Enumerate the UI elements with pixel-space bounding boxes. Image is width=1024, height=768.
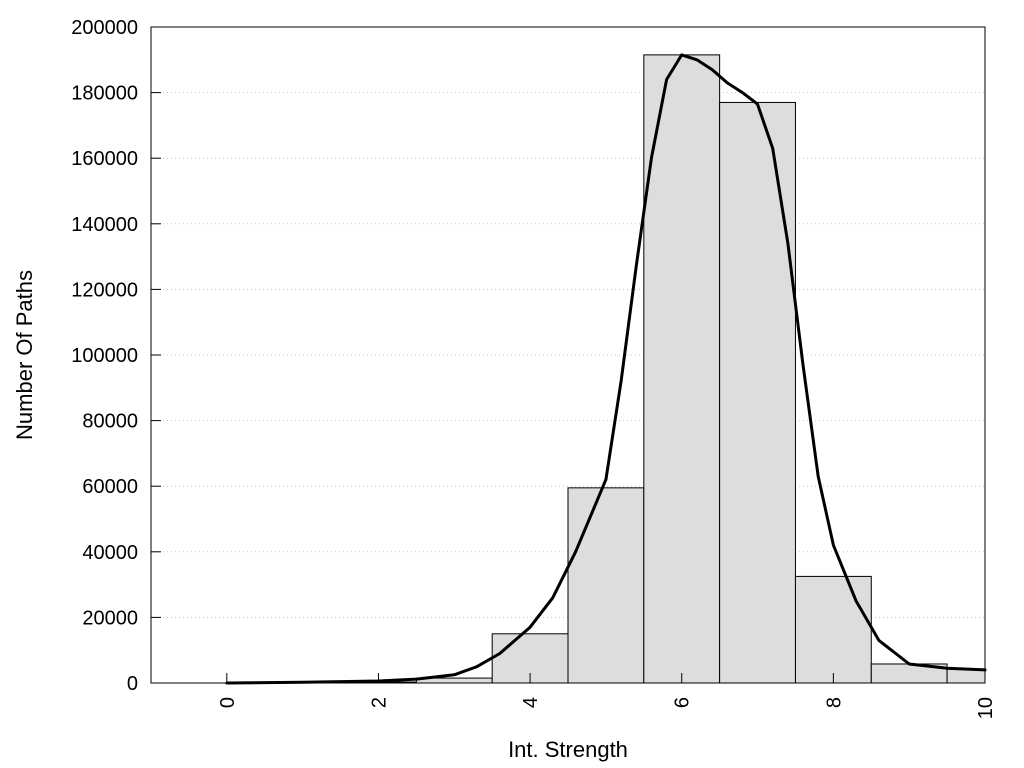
y-tick-label: 140000 <box>71 214 138 236</box>
x-tick-label: 4 <box>520 697 542 708</box>
x-tick-label: 10 <box>975 697 997 719</box>
histogram-bar <box>794 575 872 684</box>
x-tick-label: 0 <box>217 697 239 708</box>
fit-curve-layer <box>225 53 987 685</box>
x-tick-label: 2 <box>368 697 390 708</box>
y-axis-title: Number Of Paths <box>12 270 37 440</box>
histogram-bar <box>567 487 645 684</box>
y-tick-label: 40000 <box>82 542 138 564</box>
x-tick-label: 6 <box>672 697 694 708</box>
histogram-bars <box>340 54 986 684</box>
y-tick-label: 120000 <box>71 279 138 301</box>
y-tick-label: 180000 <box>71 83 138 105</box>
x-axis-title: Int. Strength <box>508 737 628 762</box>
y-tick-label: 100000 <box>71 345 138 367</box>
y-axis-ticks: 0 20000 40000 60000 80000 100000 120000 140000 1… <box>71 17 161 695</box>
y-tick-label: 80000 <box>82 411 138 433</box>
x-tick-label: 8 <box>823 697 845 708</box>
histogram-bar <box>643 54 721 684</box>
fit-curve <box>225 53 987 685</box>
x-axis-ticks: 0 2 4 6 8 10 <box>217 673 997 719</box>
y-tick-label: 60000 <box>82 476 138 498</box>
y-tick-label: 200000 <box>71 17 138 39</box>
histogram-bar <box>946 668 986 684</box>
y-tick-label: 20000 <box>82 607 138 629</box>
y-tick-label: 0 <box>127 673 138 695</box>
histogram-bar <box>719 101 796 684</box>
y-tick-label: 160000 <box>71 148 138 170</box>
